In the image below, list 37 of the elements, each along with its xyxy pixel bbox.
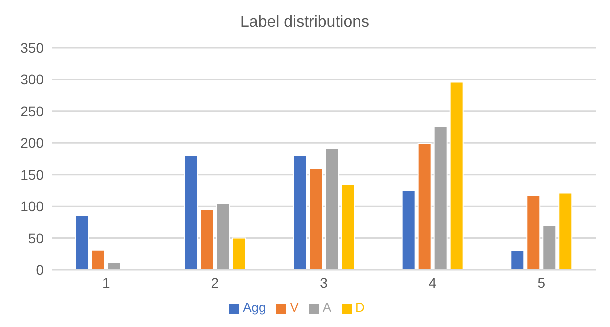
bar (418, 143, 432, 270)
y-tick-label: 200 (20, 135, 44, 152)
legend-label: D (356, 300, 365, 315)
legend-label: Agg (243, 300, 266, 315)
x-tick-label: 1 (102, 274, 110, 291)
x-tick-label: 2 (211, 274, 220, 291)
bar (184, 155, 198, 270)
y-tick-label: 300 (20, 72, 44, 88)
x-tick-label: 3 (320, 274, 328, 291)
y-tick-label: 50 (28, 230, 44, 246)
y-tick-label: 350 (20, 40, 44, 56)
bar (325, 148, 340, 270)
legend-label: V (290, 300, 299, 315)
bar (75, 214, 90, 270)
legend-label: A (322, 300, 332, 315)
y-tick-label: 250 (20, 103, 44, 120)
bar (450, 82, 464, 270)
bar (526, 195, 541, 270)
bar (107, 262, 122, 270)
y-tick-label: 150 (20, 166, 44, 183)
bar (232, 238, 246, 270)
y-tick-label: 0 (36, 262, 44, 278)
bar (309, 168, 324, 270)
bar (402, 190, 416, 270)
bar (542, 225, 557, 270)
x-tick-label: 5 (538, 274, 546, 291)
bar (434, 126, 448, 270)
x-tick-label: 4 (428, 274, 437, 291)
bar (293, 155, 308, 270)
y-tick-label: 100 (20, 198, 44, 215)
bar (510, 250, 525, 270)
bar (216, 204, 230, 270)
bar (341, 184, 356, 270)
bar (558, 192, 573, 270)
chart-title: Label distributions (240, 14, 370, 32)
bar (91, 250, 106, 270)
bar (200, 209, 214, 270)
